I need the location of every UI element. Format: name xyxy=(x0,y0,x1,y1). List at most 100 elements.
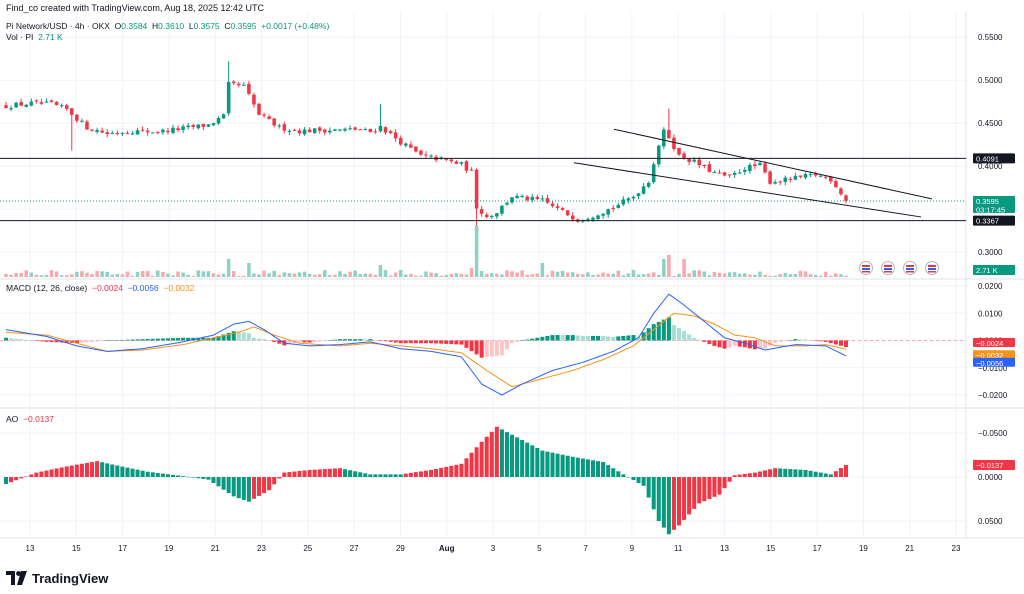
ao-bar xyxy=(393,474,398,477)
macd-line-value: −0.0056 xyxy=(127,283,159,293)
ao-bar xyxy=(671,477,676,530)
macd-hist-bar xyxy=(302,340,307,343)
macd-hist-bar xyxy=(626,335,631,341)
ao-legend[interactable]: AO −0.0137 xyxy=(6,414,54,424)
volume-bar xyxy=(49,270,54,277)
macd-hist-bar xyxy=(621,335,626,341)
price-tick-label: 0.3000 xyxy=(978,248,1003,257)
volume-bar xyxy=(773,275,777,277)
low-label: L xyxy=(188,21,194,31)
volume-legend[interactable]: Vol · PI 2.71 K xyxy=(6,32,63,42)
macd-hist-bar xyxy=(95,340,100,342)
macd-hist-bar xyxy=(752,340,757,350)
macd-hist-bar xyxy=(722,340,727,349)
candle-body xyxy=(176,128,180,131)
ao-bar xyxy=(616,471,621,477)
ao-bar xyxy=(54,468,59,477)
macd-hist-bar xyxy=(145,338,150,341)
volume-bar xyxy=(586,272,590,277)
volume-bar xyxy=(348,271,352,277)
volume-bar xyxy=(520,270,524,277)
macd-hist-bar xyxy=(727,340,732,348)
ao-bar xyxy=(707,477,712,499)
macd-hist-bar xyxy=(707,340,712,344)
ao-bar xyxy=(105,463,110,477)
volume-bar xyxy=(576,273,580,277)
level-badge-bg xyxy=(973,215,1015,226)
ao-bar xyxy=(343,469,348,477)
candle-body xyxy=(29,101,34,106)
macd-line-badge-bg xyxy=(973,357,1015,367)
macd-legend[interactable]: MACD (12, 26, close) −0.0024 −0.0056 −0.… xyxy=(6,283,194,293)
volume-value: 2.71 K xyxy=(38,32,63,42)
ao-bar xyxy=(160,473,165,477)
event-flag-stripe xyxy=(906,268,914,270)
ao-bar xyxy=(221,477,226,490)
ao-bar xyxy=(69,465,74,477)
volume-bar xyxy=(707,275,712,277)
macd-hist-bar xyxy=(49,340,54,343)
macd-hist-bar xyxy=(378,340,383,341)
tradingview-logo[interactable]: TradingView xyxy=(6,569,108,587)
macd-hist-bar xyxy=(110,340,115,341)
volume-bar xyxy=(414,275,418,277)
event-flag-stripe xyxy=(862,268,870,270)
candle-body xyxy=(611,208,615,210)
ao-bar xyxy=(550,452,555,477)
event-flag-icon xyxy=(903,261,917,275)
volume-bar xyxy=(788,274,793,277)
macd-hist-bar xyxy=(687,334,692,341)
ao-bar xyxy=(838,468,843,477)
symbol-name[interactable]: Pi Network/USD · 4h · OKX xyxy=(6,21,110,31)
event-flag-stripe xyxy=(884,271,892,273)
macd-hist-bar xyxy=(246,333,251,341)
ao-bar xyxy=(150,472,155,477)
macd-hist-bar xyxy=(459,340,464,345)
candle-body xyxy=(302,129,307,135)
volume-bar xyxy=(500,274,504,277)
candle-body xyxy=(515,195,519,199)
ao-bar xyxy=(130,468,135,477)
macd-hist-bar xyxy=(499,340,504,356)
ao-bar xyxy=(277,477,282,479)
ao-bar xyxy=(373,474,378,477)
ao-bar xyxy=(489,431,494,477)
volume-bar xyxy=(39,275,44,277)
candle-body xyxy=(19,102,23,106)
ao-bar xyxy=(226,477,231,494)
volume-bar xyxy=(510,271,514,277)
ao-bar xyxy=(626,477,631,478)
candle-body xyxy=(495,213,499,217)
candle-body xyxy=(717,172,722,174)
event-flag-stripe xyxy=(862,271,870,273)
candle-body xyxy=(95,130,99,132)
candle-body xyxy=(743,169,747,172)
volume-bar xyxy=(338,271,342,277)
macd-hist-bar xyxy=(105,340,110,341)
candle-body xyxy=(606,209,610,215)
candle-body xyxy=(469,169,474,171)
time-tick-label: Aug xyxy=(439,544,455,553)
volume-bar xyxy=(176,271,180,277)
candle-body xyxy=(191,125,195,127)
last-price-badge: 0.3595 xyxy=(976,197,999,206)
macd-hist-bar xyxy=(39,340,44,342)
macd-hist-bar xyxy=(337,339,342,341)
volume-bar xyxy=(712,271,717,277)
ao-bar xyxy=(444,466,449,477)
ao-bar xyxy=(742,473,747,477)
candle-body xyxy=(479,209,484,214)
ao-bar xyxy=(231,477,236,497)
macd-tick-label: 0.0200 xyxy=(978,282,1003,291)
macd-hist-bar xyxy=(616,336,621,341)
macd-hist-bar xyxy=(601,335,606,341)
volume-bar xyxy=(29,272,34,277)
symbol-info[interactable]: Pi Network/USD · 4h · OKX O0.3584 H0.361… xyxy=(6,21,329,31)
volume-bar xyxy=(312,274,317,277)
low-value: 0.3575 xyxy=(193,21,220,31)
volume-bar xyxy=(717,272,722,277)
candle-body xyxy=(773,181,777,184)
candle-body xyxy=(429,155,433,157)
candle-body xyxy=(540,198,545,200)
